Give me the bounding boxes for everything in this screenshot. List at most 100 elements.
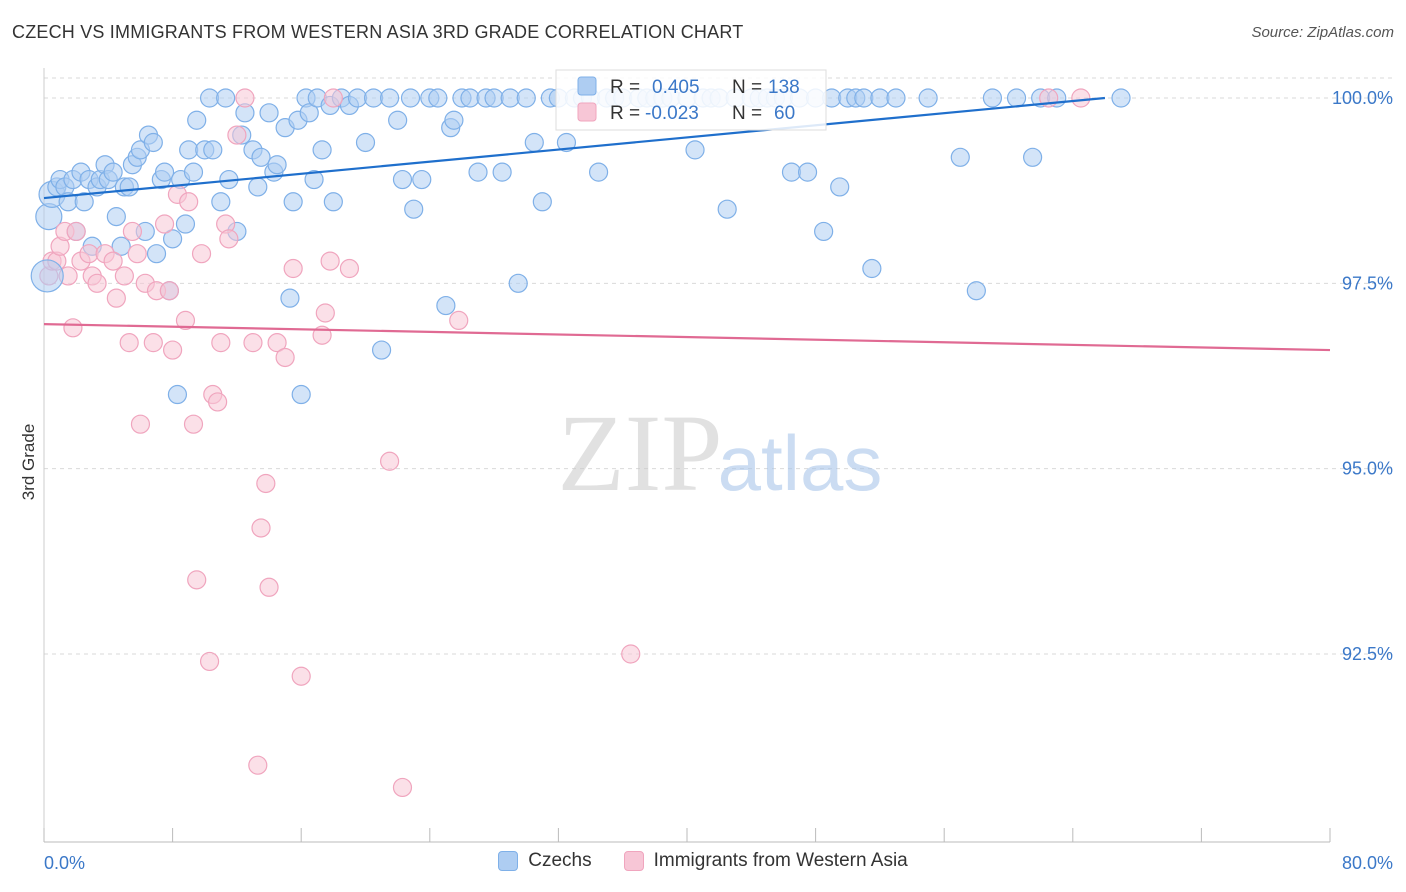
czechs-point — [259, 103, 279, 123]
czechs-point — [74, 192, 94, 212]
czechs-point — [1023, 147, 1043, 167]
immigrants-point — [256, 473, 276, 494]
czechs-point — [500, 88, 520, 108]
legend-label-czechs: Czechs — [528, 850, 592, 871]
czechs-point — [363, 88, 384, 108]
czechs-point — [685, 140, 705, 160]
trend-lines — [43, 96, 1331, 352]
czechs-point — [323, 192, 343, 212]
immigrants-point — [103, 251, 123, 271]
czechs-point — [444, 110, 464, 130]
immigrants-point — [323, 88, 343, 108]
y-tick-label: 95.0% — [1342, 459, 1393, 479]
stats-legend-frame — [555, 69, 827, 131]
immigrants-point — [315, 303, 335, 323]
immigrants-point — [183, 414, 204, 434]
immigrants-point — [275, 347, 295, 368]
immigrants-point — [248, 755, 268, 775]
czechs-point — [392, 169, 413, 190]
legend-n-label: N = — [732, 103, 762, 124]
immigrants-point — [163, 340, 183, 360]
immigrants-point — [130, 414, 151, 434]
immigrants-point — [1071, 88, 1091, 108]
legend-label-immigrants: Immigrants from Western Asia — [653, 850, 908, 871]
czechs-point — [355, 132, 376, 153]
immigrants-point — [187, 570, 207, 590]
watermark-atlas: atlas — [718, 419, 883, 507]
y-axis-title: 3rd Grade — [19, 424, 38, 501]
czechs-point — [291, 384, 311, 405]
watermark-zip: ZIP — [558, 392, 723, 514]
y-tick-label: 97.5% — [1342, 273, 1393, 293]
czechs-point — [203, 140, 223, 160]
czechs-point — [556, 132, 577, 153]
immigrants-point — [243, 333, 263, 353]
czechs-point — [400, 88, 421, 108]
legend-r-value: 0.405 — [652, 77, 700, 98]
czechs-point — [717, 199, 737, 219]
immigrants-point — [259, 577, 279, 597]
czechs-point — [918, 88, 938, 108]
x-tick-label: 0.0% — [44, 853, 85, 873]
chart-title: CZECH VS IMMIGRANTS FROM WESTERN ASIA 3R… — [12, 22, 744, 42]
immigrants-point — [449, 310, 469, 330]
czechs-point — [1111, 88, 1131, 108]
czechs-point — [312, 140, 332, 160]
immigrants-point — [380, 451, 400, 471]
legend-n-value: 60 — [774, 103, 795, 124]
czechs-point — [380, 88, 400, 108]
czechs-point — [1006, 88, 1027, 108]
czechs-point — [854, 88, 874, 108]
series-legend: Czechs Immigrants from Western Asia — [0, 850, 1406, 872]
immigrants-point — [66, 221, 86, 242]
immigrants-point — [63, 318, 83, 338]
czechs-point — [886, 88, 906, 108]
immigrants-point — [320, 251, 340, 271]
czechs-point — [508, 273, 528, 293]
legend-r-label: R = — [610, 77, 640, 98]
czechs-point — [248, 177, 268, 197]
czechs-point — [870, 88, 890, 108]
immigrants-point — [179, 192, 199, 212]
czechs-point — [167, 384, 188, 405]
czechs-point — [299, 103, 319, 123]
czechs-point — [211, 192, 231, 212]
immigrants-point — [251, 518, 271, 538]
czechs-point — [154, 162, 175, 182]
czechs-point — [280, 288, 300, 308]
czechs-point — [797, 162, 818, 182]
immigrants-point — [208, 392, 228, 412]
czechs-point — [862, 258, 882, 279]
czechs-point — [251, 147, 271, 167]
czechs-point — [187, 110, 207, 130]
czechs-point — [111, 236, 131, 256]
immigrants-point — [114, 266, 134, 286]
stats-legend: R = 0.405 N = 138 R = -0.023 N = 60 — [555, 69, 827, 131]
czechs-point — [436, 295, 456, 316]
czechs-point — [283, 192, 303, 212]
czechs-point — [216, 88, 236, 108]
legend-item-immigrants: Immigrants from Western Asia — [623, 850, 908, 872]
czechs-point — [30, 259, 64, 293]
czechs-point — [304, 169, 324, 190]
czechs-point — [143, 132, 163, 153]
czechs-point — [460, 88, 480, 108]
immigrants-point — [119, 333, 139, 353]
czechs-point — [371, 340, 392, 360]
immigrants-point — [79, 244, 99, 264]
immigrants-trend-line — [43, 323, 1331, 352]
czechs-point — [524, 132, 544, 153]
czechs-point — [492, 162, 512, 182]
czechs-point — [950, 147, 970, 167]
immigrants-point — [191, 244, 212, 264]
immigrants-point — [154, 214, 175, 234]
immigrants-point — [267, 333, 287, 353]
immigrants-point — [159, 281, 179, 301]
czechs-point — [412, 169, 432, 190]
czechs-point — [199, 88, 220, 108]
immigrants-point — [87, 273, 107, 293]
czechs-point — [183, 162, 204, 182]
czechs-point — [484, 88, 504, 108]
czechs-point — [119, 177, 139, 197]
immigrants-point — [291, 666, 311, 686]
